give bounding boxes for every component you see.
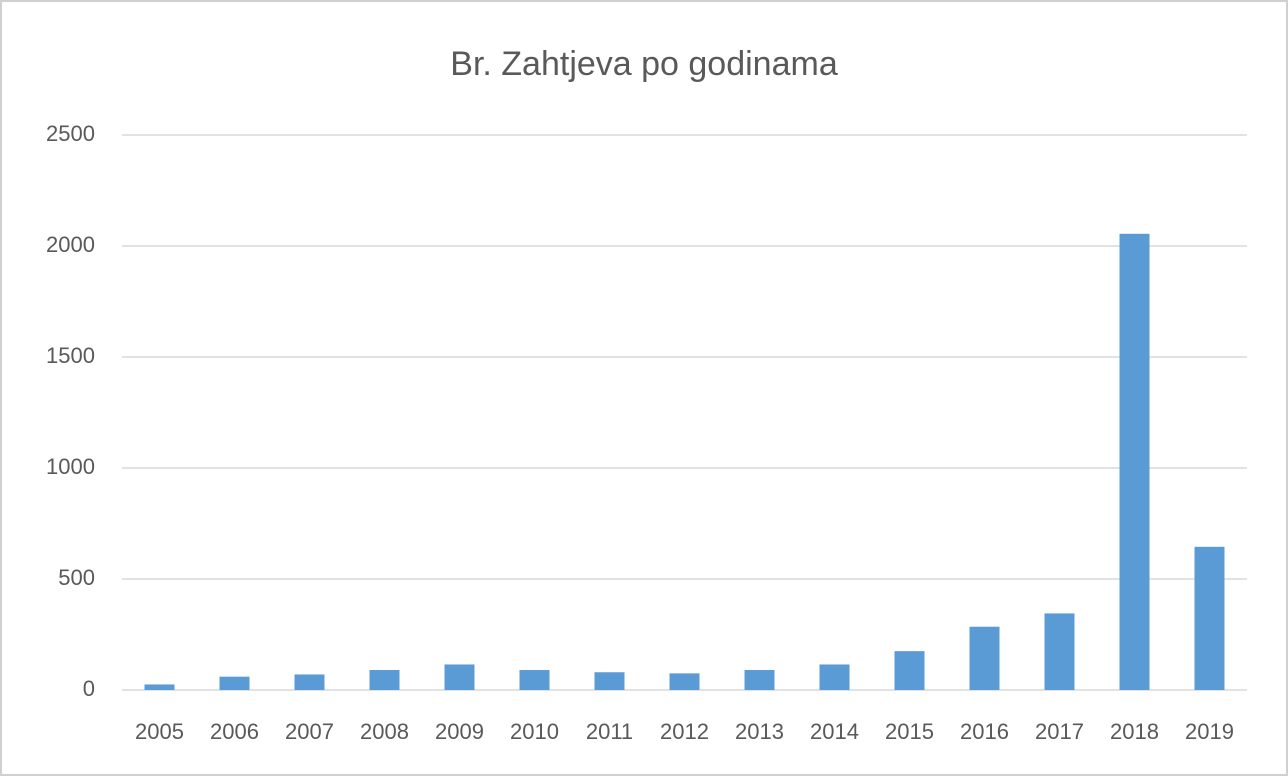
y-tick-label: 2000 [46,232,95,257]
y-tick-label: 500 [58,565,95,590]
bar [1119,233,1150,691]
bar [519,670,550,690]
bar [744,670,775,690]
bar [969,626,1000,690]
bar [669,673,700,690]
x-tick-label: 2007 [285,719,334,744]
x-tick-label: 2006 [210,719,259,744]
x-tick-label: 2014 [810,719,859,744]
y-tick-label: 1000 [46,454,95,479]
bar [444,664,475,690]
y-tick-label: 1500 [46,343,95,368]
bar [594,672,625,690]
x-tick-label: 2008 [360,719,409,744]
x-tick-label: 2011 [586,719,633,744]
x-tick-label: 2009 [435,719,484,744]
bar [144,684,175,690]
y-tick-label: 2500 [46,121,95,146]
x-tick-label: 2010 [510,719,559,744]
x-tick-label: 2012 [660,719,709,744]
x-tick-label: 2016 [960,719,1009,744]
bar [1194,546,1225,690]
bar [294,674,325,690]
x-tick-label: 2013 [735,719,784,744]
bar [219,676,250,690]
bar [369,670,400,690]
x-tick-label: 2018 [1110,719,1159,744]
x-tick-label: 2005 [135,719,184,744]
x-tick-label: 2017 [1035,719,1084,744]
bar [894,651,925,690]
y-tick-label: 0 [83,676,95,701]
bar [1044,613,1075,690]
x-tick-label: 2019 [1185,719,1234,744]
x-tick-label: 2015 [885,719,934,744]
chart-title: Br. Zahtjeva po godinama [450,45,838,83]
bar [819,664,850,690]
